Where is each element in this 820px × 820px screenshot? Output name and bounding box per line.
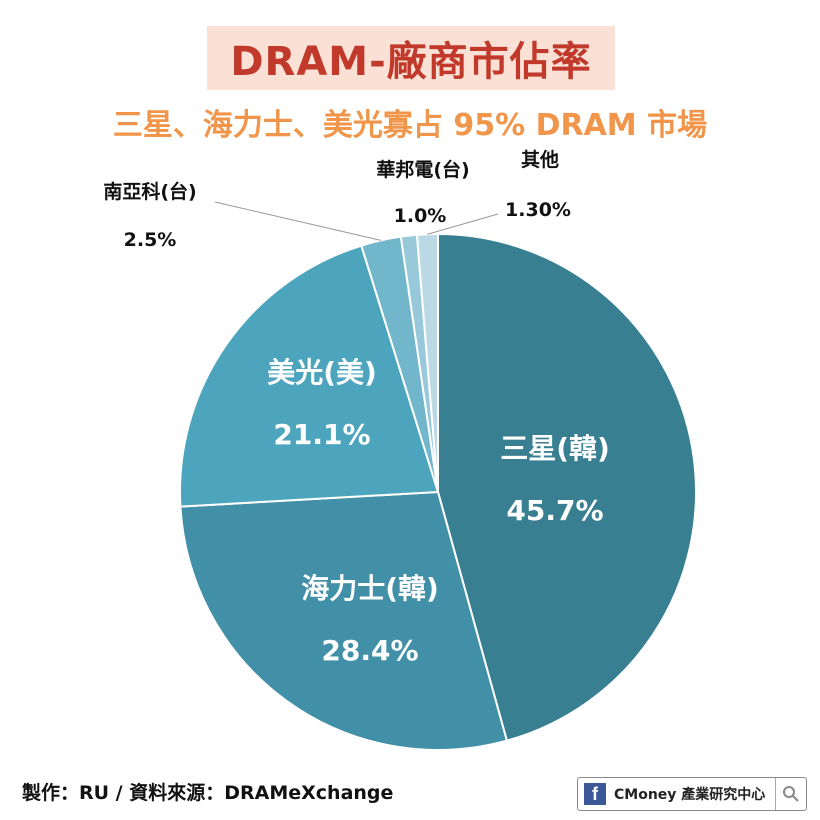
slice-value-label: 2.5% bbox=[124, 229, 177, 251]
slice-label: 三星(韓) bbox=[500, 432, 610, 465]
page-subtitle: 三星、海力士、美光寡占 95% DRAM 市場 bbox=[112, 108, 708, 143]
pie-slice bbox=[437, 232, 697, 742]
page-title: DRAM-廠商市佔率 bbox=[230, 39, 592, 85]
slice-label: 南亞科(台) bbox=[103, 180, 196, 203]
title-banner: DRAM-廠商市佔率 bbox=[207, 26, 615, 90]
slice-value-label: 45.7% bbox=[506, 494, 603, 527]
facebook-icon: f bbox=[584, 783, 606, 805]
slice-label: 華邦電(台) bbox=[376, 158, 469, 181]
slice-label: 其他 bbox=[521, 148, 559, 171]
leader-line bbox=[427, 213, 499, 235]
slice-value-label: 1.30% bbox=[505, 199, 571, 221]
slice-value-label: 28.4% bbox=[321, 634, 418, 667]
slice-value-label: 21.1% bbox=[273, 418, 370, 451]
slice-value-label: 1.0% bbox=[394, 205, 447, 227]
pie-slice bbox=[179, 244, 440, 508]
slice-label: 美光(美) bbox=[267, 356, 377, 389]
pie-slice bbox=[179, 490, 509, 751]
search-icon[interactable] bbox=[775, 778, 806, 810]
brand-badge[interactable]: f CMoney 產業研究中心 bbox=[577, 777, 807, 811]
brand-label: CMoney 產業研究中心 bbox=[614, 787, 766, 803]
slice-label: 海力士(韓) bbox=[301, 572, 439, 605]
leader-line bbox=[214, 201, 382, 241]
source-credit: 製作：RU / 資料來源：DRAMeXchange bbox=[22, 782, 394, 804]
